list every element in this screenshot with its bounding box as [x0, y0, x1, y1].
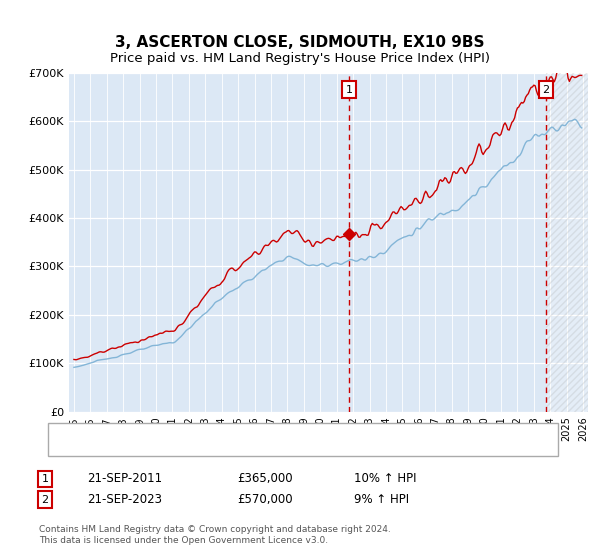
Text: 1: 1 [346, 85, 353, 95]
Text: Price paid vs. HM Land Registry's House Price Index (HPI): Price paid vs. HM Land Registry's House … [110, 52, 490, 64]
Text: 10% ↑ HPI: 10% ↑ HPI [354, 472, 416, 486]
Text: ———: ——— [57, 426, 94, 438]
Text: 21-SEP-2011: 21-SEP-2011 [87, 472, 162, 486]
Text: £365,000: £365,000 [237, 472, 293, 486]
Text: 3, ASCERTON CLOSE, SIDMOUTH, EX10 9BS: 3, ASCERTON CLOSE, SIDMOUTH, EX10 9BS [115, 35, 485, 50]
Text: 2: 2 [41, 494, 49, 505]
Text: £570,000: £570,000 [237, 493, 293, 506]
Bar [546, 73, 588, 412]
Text: 3, ASCERTON CLOSE, SIDMOUTH, EX10 9BS (detached house): 3, ASCERTON CLOSE, SIDMOUTH, EX10 9BS (d… [93, 427, 437, 437]
Text: 1: 1 [41, 474, 49, 484]
Text: HPI: Average price, detached house, East Devon: HPI: Average price, detached house, East… [93, 443, 363, 453]
Text: 2: 2 [542, 85, 550, 95]
Text: ———: ——— [57, 441, 94, 455]
Text: 9% ↑ HPI: 9% ↑ HPI [354, 493, 409, 506]
Text: 21-SEP-2023: 21-SEP-2023 [87, 493, 162, 506]
Text: Contains HM Land Registry data © Crown copyright and database right 2024.
This d: Contains HM Land Registry data © Crown c… [39, 525, 391, 545]
